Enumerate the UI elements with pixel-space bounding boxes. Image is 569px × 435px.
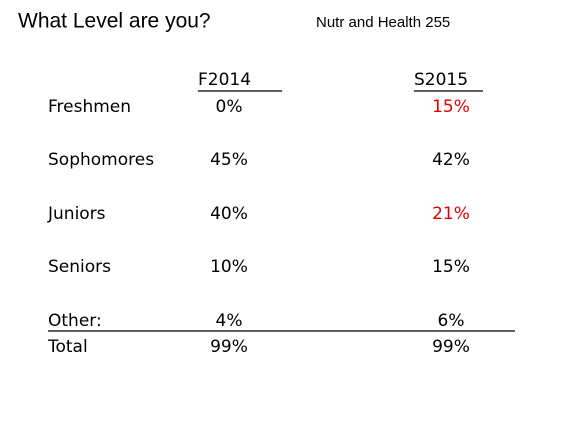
column-header: F2014 (198, 70, 251, 90)
row-label: Other: (48, 311, 102, 331)
cell: 99% (432, 337, 470, 357)
title: What Level are you? (18, 10, 211, 33)
column-header: S2015 (414, 70, 468, 90)
cell: 45% (210, 150, 248, 170)
row-label: Juniors (47, 204, 106, 224)
cell: 4% (216, 311, 243, 331)
row-label: Total (47, 337, 88, 357)
cell: 21% (432, 204, 470, 224)
cell: 10% (210, 257, 248, 277)
cell: 42% (432, 150, 470, 170)
row-label: Seniors (48, 257, 111, 277)
row-label: Sophomores (48, 150, 154, 170)
cell: 40% (210, 204, 248, 224)
cell: 15% (432, 97, 470, 117)
cell: 99% (210, 337, 248, 357)
course: Nutr and Health 255 (316, 14, 450, 31)
cell: 15% (432, 257, 470, 277)
cell: 6% (438, 311, 465, 331)
row-label: Freshmen (48, 97, 131, 117)
cell: 0% (216, 97, 243, 117)
